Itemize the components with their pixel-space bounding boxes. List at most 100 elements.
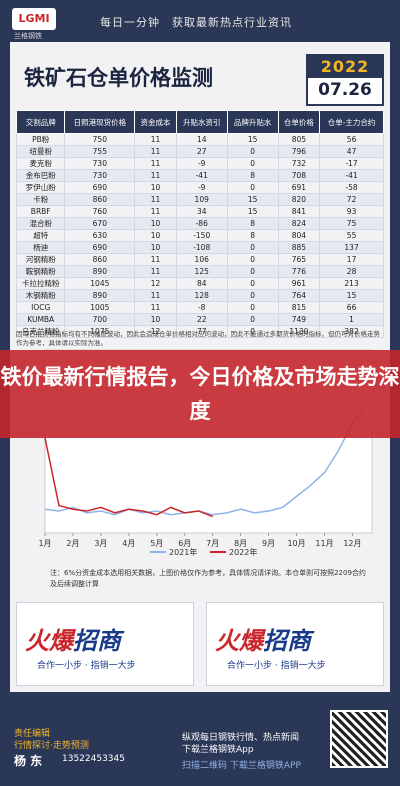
table-cell: 28	[319, 265, 384, 278]
table-cell: 11	[134, 289, 177, 302]
table-cell: 河钢精粉	[15, 253, 66, 266]
table-cell: 630	[64, 229, 136, 242]
table-cell: 764	[277, 289, 321, 302]
ad-tagline: 合作一小步 · 指销一大步	[227, 661, 326, 671]
ad[interactable]: 火爆招商 合作一小步 · 指销一大步	[16, 602, 194, 686]
app-line[interactable]: 扫描二维码 下载兰格钢铁APP	[182, 761, 301, 771]
series-line	[44, 404, 368, 516]
table-cell: -150	[175, 229, 228, 242]
table-cell: 885	[277, 241, 321, 254]
price-table: 交割品牌 日照港现货价格 资金成本 升贴水资引 品牌升贴水 仓单价格 仓单-主力合约 PB粉 7…	[15, 110, 384, 338]
table-cell: 1075	[64, 325, 136, 338]
table-cell: 815	[277, 301, 321, 314]
x-tick-label: 1月	[38, 539, 51, 548]
table-cell: 15	[226, 205, 279, 218]
table-cell: PB粉	[15, 133, 66, 146]
table-cell: 鞍钢精粉	[15, 265, 66, 278]
table-cell: 1	[319, 313, 384, 326]
table-cell: 15	[226, 133, 279, 146]
table-cell: 1045	[64, 277, 136, 290]
x-tick-label: 7月	[206, 539, 219, 548]
table-cell: 麦克粉	[15, 157, 66, 170]
table-cell: 11	[134, 253, 177, 266]
table-cell: 杨迪	[15, 241, 66, 254]
table-cell: 0	[226, 313, 279, 326]
table-cell: 8	[226, 229, 279, 242]
column-header: 品牌升贴水	[226, 110, 279, 134]
table-cell: 820	[277, 193, 321, 206]
table-cell: 796	[277, 145, 321, 158]
footer: 责任编辑 行情探讨·走势预测 杨 东 13522453345 纵观每日钢铁行情、…	[0, 700, 400, 786]
table-cell: -9	[175, 181, 228, 194]
table-cell: 11	[134, 193, 177, 206]
table-cell: 15	[319, 289, 384, 302]
table-cell: 金布巴粉	[15, 169, 66, 182]
table-cell: 22	[175, 313, 228, 326]
x-tick-label: 6月	[178, 539, 191, 548]
table-cell: 55	[319, 229, 384, 242]
table-cell: 27	[175, 145, 228, 158]
table-row: KUMBA 700 10 22 0 749 1	[15, 313, 384, 326]
table-row: 罗伊山粉 690 10 -9 0 691 -58	[15, 181, 384, 194]
table-cell: 750	[64, 133, 136, 146]
table-cell: 8	[226, 217, 279, 230]
table-cell: IOCG	[15, 301, 66, 314]
table-cell: 0	[226, 157, 279, 170]
table-row: 鞍钢精粉 890 11 125 0 776 28	[15, 265, 384, 278]
table-cell: -41	[175, 169, 228, 182]
table-cell: 700	[64, 313, 136, 326]
table-cell: -17	[319, 157, 384, 170]
table-cell: 0	[226, 325, 279, 338]
table-cell: 961	[277, 277, 321, 290]
table-cell: 0	[226, 241, 279, 254]
x-tick-label: 4月	[122, 539, 135, 548]
table-row: 混合粉 670 10 -86 8 824 75	[15, 217, 384, 230]
column-header: 资金成本	[134, 110, 177, 134]
table-cell: 超特	[15, 229, 66, 242]
table-cell: 0	[226, 181, 279, 194]
column-header: 日照港现货价格	[64, 110, 136, 134]
app-line: 纵观每日钢铁行情、热点新闻	[182, 733, 300, 743]
table-cell: 804	[277, 229, 321, 242]
x-tick-label: 12月	[343, 539, 361, 548]
table-cell: 木钢精粉	[15, 289, 66, 302]
table-row: 麦克粉 730 11 -9 0 732 -17	[15, 157, 384, 170]
chart-note: 注：6%分资金成本选用相关数据，上图价格仅作为参考，具体情况请详询。本仓单则可按…	[50, 569, 366, 588]
table-row: 乌克兰精粉 1075 12 77 0 1130 382	[15, 325, 384, 338]
ad[interactable]: 火爆招商 合作一小步 · 指销一大步	[206, 602, 384, 686]
table-cell: 11	[134, 145, 177, 158]
table-cell: 890	[64, 289, 136, 302]
table-cell: 749	[277, 313, 321, 326]
table-cell: 混合粉	[15, 217, 66, 230]
table-cell: 10	[134, 241, 177, 254]
ad-tagline: 合作一小步 · 指销一大步	[37, 661, 136, 671]
table-cell: 10	[134, 313, 177, 326]
table-cell: 0	[226, 277, 279, 290]
legend-label: 2021年	[169, 547, 197, 557]
x-tick-label: 2月	[66, 539, 79, 548]
table-cell: 860	[64, 193, 136, 206]
table-row: 卡拉拉精粉 1045 12 84 0 961 213	[15, 277, 384, 290]
table-cell: -86	[175, 217, 228, 230]
logo: LGMI	[12, 8, 56, 30]
table-cell: 纽曼粉	[15, 145, 66, 158]
table-cell: 10	[134, 181, 177, 194]
table-cell: 890	[64, 265, 136, 278]
date-day: 07.26	[318, 80, 372, 100]
x-tick-label: 11月	[315, 539, 333, 548]
table-cell: 47	[319, 145, 384, 158]
qr-code[interactable]	[330, 710, 388, 768]
editor-label: 责任编辑	[14, 729, 51, 739]
table-cell: 125	[175, 265, 228, 278]
column-header: 交割品牌	[15, 110, 66, 134]
table-cell: 760	[64, 205, 136, 218]
editor-role: 行情探讨·走势预测	[14, 741, 89, 751]
table-cell: 10	[134, 229, 177, 242]
table-cell: -108	[175, 241, 228, 254]
table-cell: 11	[134, 133, 177, 146]
table-cell: 776	[277, 265, 321, 278]
table-cell: 11	[134, 157, 177, 170]
table-cell: 11	[134, 169, 177, 182]
table-cell: 0	[226, 265, 279, 278]
